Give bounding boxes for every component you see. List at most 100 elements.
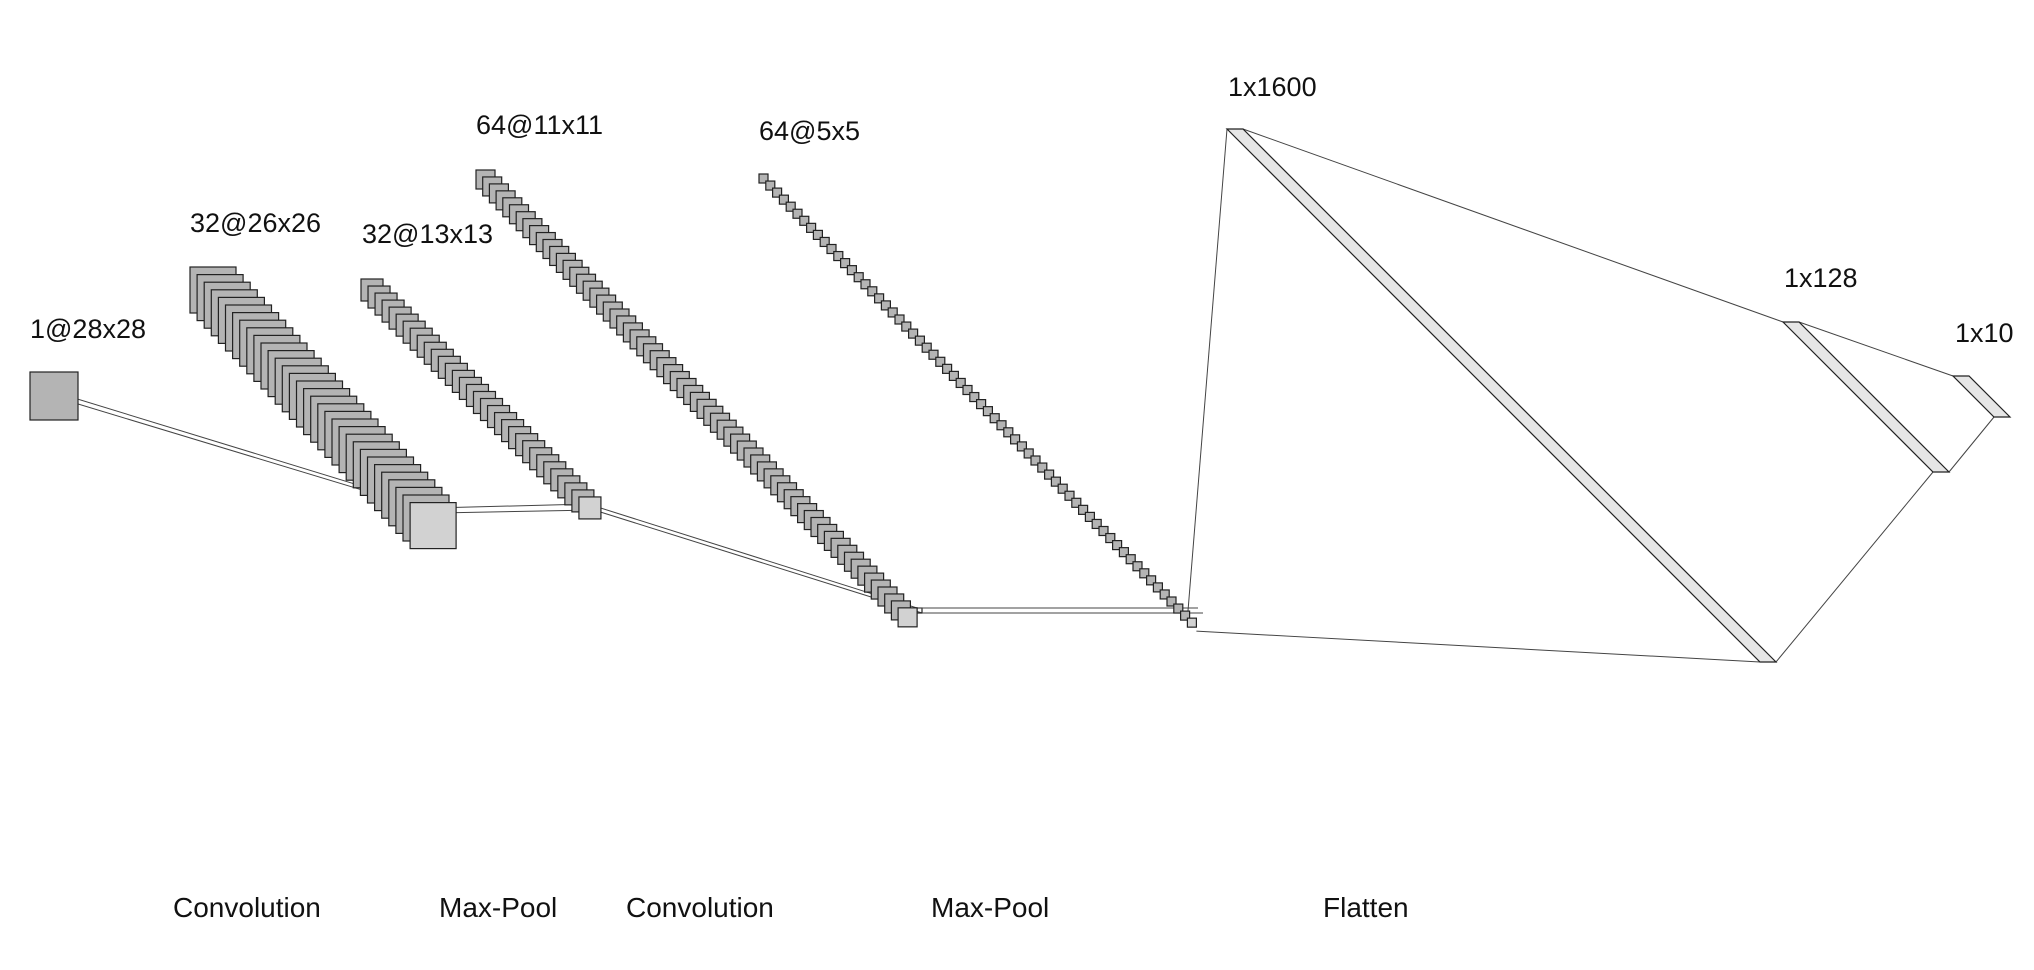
feature-map-pool2-45: [1057, 483, 1068, 494]
dense-layer-dense1: [1781, 321, 1951, 473]
feature-map-pool2-6: [792, 208, 803, 219]
feature-map-pool2-32: [969, 391, 980, 403]
layer-label-input: 1@28x28: [30, 314, 146, 344]
connection-line: [1775, 471, 1934, 663]
feature-map-pool2-31: [962, 384, 973, 396]
feature-map-pool2-1: [758, 173, 769, 184]
connection-line: [1948, 416, 1995, 473]
feature-map-pool2-50: [1091, 518, 1102, 530]
feature-map-pool2-25: [921, 342, 932, 353]
feature-map-pool2-22: [901, 321, 912, 332]
feature-map-pool2-2: [765, 180, 776, 191]
feature-map-pool2-14: [846, 265, 858, 276]
connection-line: [1186, 128, 1228, 619]
feature-map-pool2-44: [1050, 476, 1062, 487]
feature-map-pool2-11: [826, 243, 837, 255]
feature-map-conv2-64: [897, 607, 918, 628]
feature-map-pool2-51: [1098, 525, 1109, 537]
feature-map-pool2-58: [1145, 575, 1157, 586]
layer-label-dense1: 1x128: [1784, 263, 1858, 293]
feature-map-pool2-18: [873, 293, 885, 304]
connection-line: [432, 503, 589, 509]
feature-map-pool2-57: [1139, 568, 1150, 579]
connection-line: [1798, 321, 1954, 377]
feature-map-stacks: [29, 169, 1198, 628]
feature-map-stack-conv1: [189, 266, 457, 550]
feature-map-pool2-63: [1179, 610, 1191, 621]
feature-map-pool2-56: [1132, 561, 1143, 572]
feature-map-pool2-24: [914, 335, 926, 346]
feature-map-pool2-26: [928, 349, 939, 360]
layer-label-output: 1x10: [1955, 318, 2014, 348]
feature-map-pool2-16: [860, 279, 871, 290]
feature-map-pool2-23: [907, 328, 919, 339]
feature-map-pool2-37: [1003, 427, 1014, 438]
feature-map-pool2-10: [819, 236, 830, 248]
feature-map-pool2-34: [982, 406, 994, 417]
feature-map-pool2-15: [853, 272, 864, 283]
connection-line: [1242, 128, 1784, 323]
feature-map-pool2-60: [1159, 589, 1170, 600]
feature-map-input-1: [29, 371, 79, 421]
feature-map-pool2-9: [812, 229, 824, 240]
feature-map-pool2-33: [975, 399, 987, 410]
feature-map-pool2-53: [1111, 539, 1123, 551]
operation-labels: Convolution Max-Pool Convolution Max-Poo…: [173, 892, 1409, 923]
op-label-convolution-2: Convolution: [626, 892, 774, 923]
feature-map-pool2-8: [805, 222, 817, 233]
feature-map-pool2-47: [1071, 497, 1082, 508]
feature-map-pool2-54: [1118, 547, 1130, 558]
feature-map-pool2-59: [1152, 582, 1164, 593]
feature-map-pool2-55: [1125, 554, 1136, 565]
feature-map-pool2-39: [1016, 441, 1028, 452]
feature-map-stack-input: [29, 371, 79, 421]
feature-map-stack-pool1: [360, 278, 602, 520]
connection-line: [1196, 630, 1761, 663]
feature-map-pool2-3: [771, 187, 783, 198]
op-label-maxpool-2: Max-Pool: [931, 892, 1049, 923]
connection-line: [587, 503, 918, 609]
feature-map-pool2-48: [1077, 504, 1089, 515]
feature-map-pool2-30: [955, 377, 966, 389]
feature-map-pool2-13: [839, 258, 851, 269]
feature-map-pool2-4: [778, 194, 790, 205]
feature-map-pool2-12: [833, 250, 844, 262]
layer-label-pool1: 32@13x13: [362, 219, 493, 249]
op-label-flatten: Flatten: [1323, 892, 1409, 923]
feature-map-pool1-32: [578, 496, 602, 520]
layer-label-conv2: 64@11x11: [476, 110, 603, 140]
feature-map-pool2-46: [1064, 490, 1075, 501]
op-label-convolution-1: Convolution: [173, 892, 321, 923]
feature-map-stack-pool2: [758, 173, 1198, 628]
feature-map-pool2-49: [1084, 511, 1096, 523]
dense-layers: [1225, 128, 2012, 663]
feature-map-pool2-43: [1043, 469, 1055, 480]
feature-map-pool2-52: [1105, 532, 1116, 544]
feature-map-pool2-36: [996, 420, 1007, 431]
feature-map-pool2-62: [1173, 603, 1184, 614]
feature-map-pool2-40: [1023, 448, 1034, 459]
feature-map-pool2-21: [894, 314, 905, 325]
feature-map-pool2-17: [867, 286, 878, 297]
feature-map-pool2-41: [1030, 455, 1041, 466]
feature-map-pool2-42: [1037, 462, 1048, 473]
feature-map-pool2-29: [948, 370, 960, 381]
layer-label-conv1: 32@26x26: [190, 208, 321, 238]
op-label-maxpool-1: Max-Pool: [439, 892, 557, 923]
feature-map-pool2-38: [1009, 434, 1021, 445]
feature-map-pool2-5: [785, 201, 796, 212]
connection-line: [437, 509, 595, 514]
layer-labels: 1@28x28 32@26x26 32@13x13 64@11x11 64@5x…: [30, 72, 2014, 348]
feature-map-pool2-61: [1166, 596, 1177, 607]
feature-map-pool2-35: [989, 413, 1000, 424]
feature-map-pool2-7: [799, 215, 810, 226]
feature-map-pool2-20: [887, 307, 898, 318]
feature-map-pool2-64: [1186, 617, 1198, 628]
dense-layer-output: [1951, 375, 2012, 418]
feature-map-stack-conv2: [475, 169, 918, 628]
layer-label-flatten: 1x1600: [1228, 72, 1317, 102]
feature-map-pool2-19: [880, 300, 892, 311]
layer-label-pool2: 64@5x5: [759, 116, 860, 146]
dense-layer-flatten: [1225, 128, 1778, 663]
